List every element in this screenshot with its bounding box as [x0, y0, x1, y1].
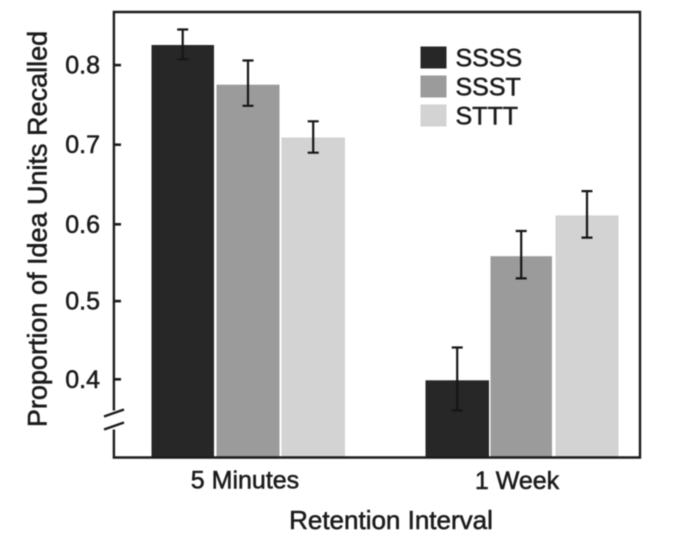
svg-text:STTT: STTT — [456, 103, 519, 131]
svg-text:0.7: 0.7 — [65, 131, 100, 159]
svg-text:Proportion of Idea Units Recal: Proportion of Idea Units Recalled — [23, 31, 53, 427]
svg-text:5 Minutes: 5 Minutes — [191, 467, 299, 495]
svg-text:0.8: 0.8 — [65, 52, 100, 80]
svg-text:Retention Interval: Retention Interval — [289, 505, 493, 535]
svg-text:SSSS: SSSS — [456, 45, 523, 73]
svg-text:0.5: 0.5 — [65, 288, 100, 316]
svg-text:0.4: 0.4 — [65, 366, 100, 394]
svg-text:1 Week: 1 Week — [475, 467, 560, 495]
svg-text:0.6: 0.6 — [65, 211, 100, 239]
svg-text:SSST: SSST — [456, 74, 521, 102]
